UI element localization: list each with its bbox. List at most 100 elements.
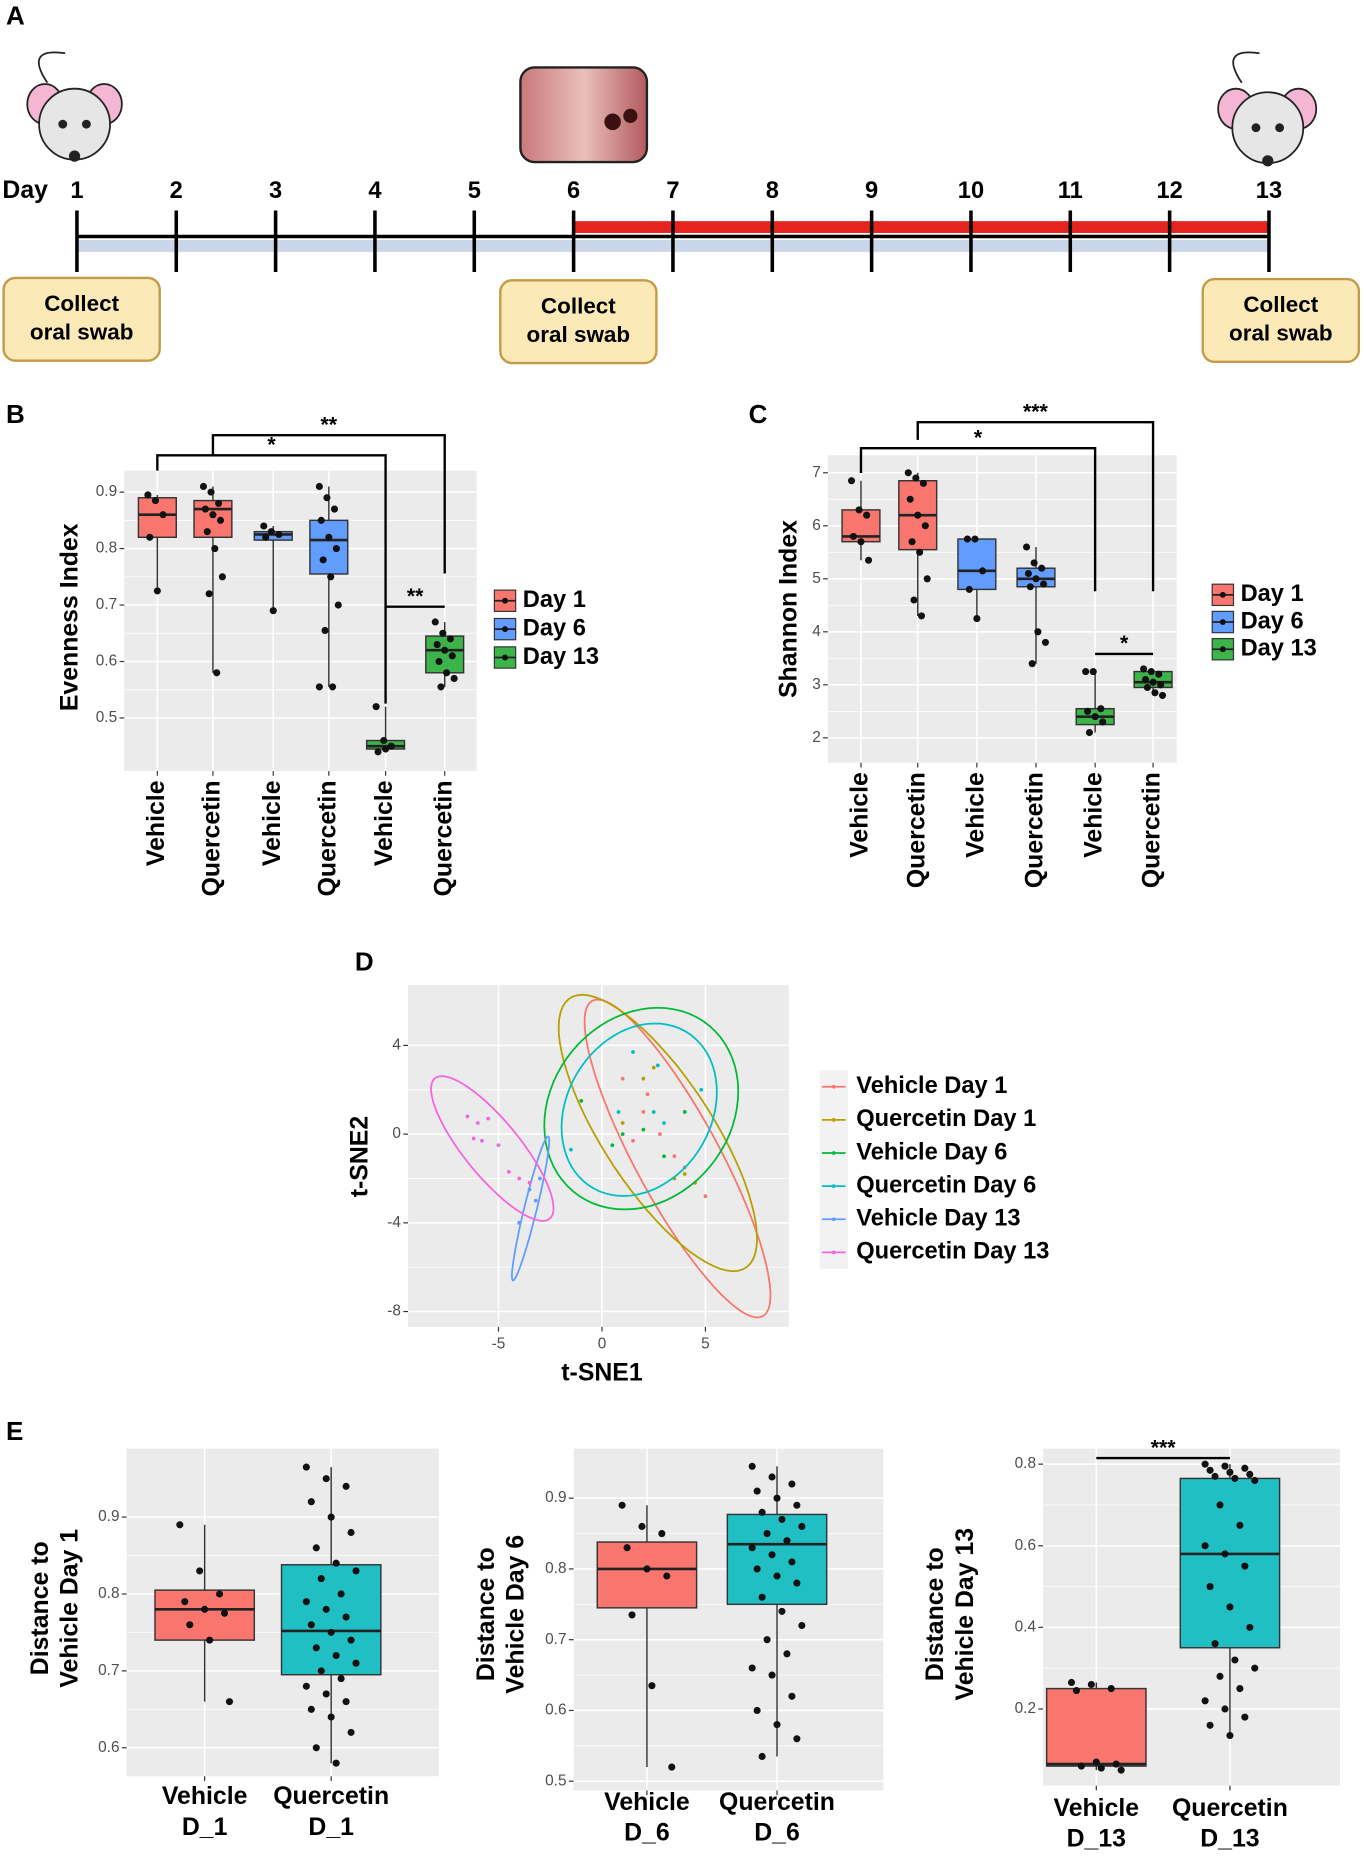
x-tick-label: Vehicle [962, 772, 989, 858]
data-point [216, 516, 225, 524]
y-tick-label: -8 [387, 1303, 401, 1320]
data-point [450, 674, 458, 682]
mouse-icon [26, 51, 123, 162]
y-tick-label: 0.4 [1015, 1618, 1037, 1635]
significance-label: * [974, 425, 983, 449]
data-point [1140, 665, 1148, 673]
data-point [847, 477, 856, 485]
confidence-ellipse [543, 1006, 740, 1211]
data-point [1032, 575, 1040, 583]
data-point [906, 495, 914, 503]
day-label: 6 [567, 178, 580, 204]
data-point [159, 511, 167, 519]
data-point [205, 590, 213, 598]
data-point [863, 511, 871, 519]
legend-key-dot [502, 654, 508, 661]
data-point [651, 1110, 656, 1114]
legend-label: Day 1 [1241, 581, 1304, 607]
data-point [748, 1544, 756, 1552]
box [154, 1589, 256, 1641]
data-point [569, 1147, 573, 1152]
data-point [275, 530, 283, 539]
data-point [486, 1116, 491, 1121]
data-point [793, 1735, 801, 1743]
x-tick-label: Vehicle [143, 780, 170, 866]
data-point [641, 1110, 646, 1114]
data-point [1241, 1562, 1249, 1570]
data-point [437, 683, 445, 691]
data-point [260, 522, 268, 530]
legend-label: Quercetin Day 13 [856, 1239, 1049, 1265]
legend-key-dot [1219, 646, 1226, 653]
data-point [1251, 1476, 1259, 1485]
data-point [616, 1110, 621, 1114]
data-point [315, 482, 323, 491]
data-point [1099, 718, 1107, 726]
data-point [783, 1537, 791, 1545]
data-point [1216, 1501, 1224, 1509]
data-point [1112, 1760, 1120, 1768]
data-point [1149, 678, 1157, 686]
data-point [908, 538, 916, 546]
x-tick-label: 0 [598, 1336, 607, 1353]
data-point [965, 585, 973, 593]
data-point [1082, 668, 1090, 676]
y-tick-label: 0.8 [98, 1585, 119, 1602]
swab-label: oral swab [1229, 321, 1333, 346]
panel-label: B [6, 399, 25, 429]
data-point [533, 1198, 538, 1203]
data-point [201, 505, 209, 513]
data-point [1107, 1685, 1115, 1693]
data-point [382, 745, 390, 753]
data-point [1038, 564, 1046, 572]
plot-background [124, 470, 477, 772]
data-point [209, 511, 217, 519]
data-point [352, 1659, 360, 1667]
data-point [631, 1050, 635, 1054]
legend-key-dot [831, 1217, 836, 1222]
legend-key-dot [1219, 619, 1226, 625]
day-label: 5 [468, 178, 481, 204]
legend-key-dot [831, 1151, 836, 1155]
data-point [342, 1482, 350, 1490]
data-point [307, 1705, 315, 1713]
significance-bracket [211, 434, 446, 574]
data-point [1206, 1721, 1214, 1729]
x-tick-label: Vehicle [1054, 1795, 1140, 1822]
data-point [1236, 1685, 1244, 1693]
day-label: 2 [170, 178, 183, 204]
data-point [773, 1721, 781, 1729]
data-point [1097, 705, 1105, 713]
data-point [919, 479, 927, 487]
y-tick-label: 4 [812, 623, 821, 640]
data-point [1236, 1521, 1244, 1529]
data-point [1147, 668, 1155, 676]
data-point [352, 1567, 360, 1575]
x-tick-label: Quercetin [430, 780, 457, 896]
data-point [658, 1530, 666, 1538]
significance-label: * [1120, 631, 1129, 655]
data-point [1028, 660, 1036, 668]
data-point [579, 1098, 584, 1103]
data-point [631, 1138, 635, 1143]
data-point [201, 1605, 209, 1613]
data-point [768, 1551, 776, 1559]
data-point [332, 1651, 340, 1660]
data-point [325, 533, 333, 541]
box [596, 1541, 698, 1609]
data-point [329, 683, 337, 691]
data-point [153, 587, 161, 595]
data-point [857, 538, 865, 546]
data-point [1141, 675, 1150, 684]
data-point [323, 494, 331, 502]
box [1045, 1687, 1147, 1767]
data-point [798, 1522, 806, 1531]
x-tick-label: Quercetin [314, 780, 341, 896]
data-point [1143, 683, 1151, 692]
data-point [768, 1473, 776, 1481]
data-point [793, 1501, 801, 1509]
data-point [307, 1498, 315, 1506]
x-tick-label: Quercetin [903, 772, 930, 888]
data-point [1040, 580, 1048, 588]
box [280, 1564, 382, 1676]
